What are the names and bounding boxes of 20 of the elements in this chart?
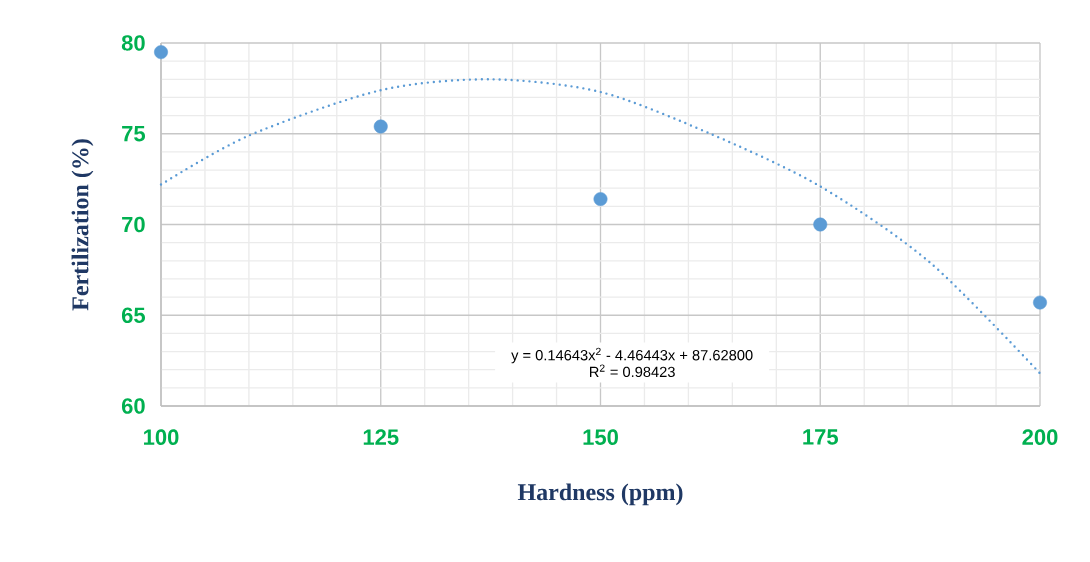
y-tick-label: 70 xyxy=(122,216,145,233)
point xyxy=(154,45,168,60)
y-tick-label: 60 xyxy=(121,398,145,414)
x-tick-label: 200 xyxy=(1022,429,1058,445)
x-axis-title: Hardness (ppm) xyxy=(517,483,683,506)
point xyxy=(813,217,828,232)
line-series xyxy=(159,78,1042,375)
y-axis-title: Fertilization (%) xyxy=(71,139,94,311)
y-tick-label: 75 xyxy=(122,126,146,142)
y-tick-label: 65 xyxy=(121,307,146,324)
point xyxy=(1033,295,1047,310)
x-tick-label: 175 xyxy=(803,429,838,445)
annotation: y = 0.14643x$^{2}$ - 4.46443x + 87.62800 xyxy=(511,347,753,364)
x-tick-label: 100 xyxy=(144,429,179,445)
point xyxy=(373,119,388,134)
x-tick-label: 150 xyxy=(583,429,618,445)
point xyxy=(593,192,608,207)
annotation: R$^{2}$ = 0.98423 xyxy=(590,364,675,378)
y-tick-label: 80 xyxy=(121,35,145,51)
x-tick-label: 125 xyxy=(363,429,399,445)
